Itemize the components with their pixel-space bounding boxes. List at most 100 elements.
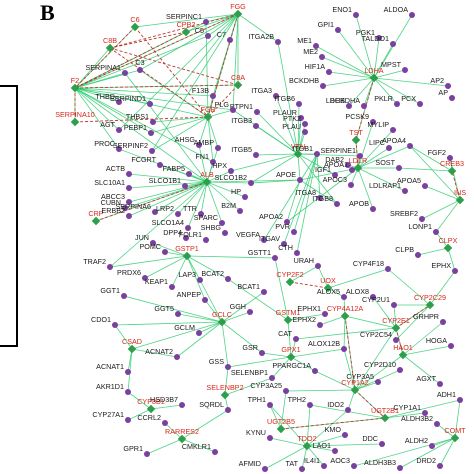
highlight-edge-c8b-c8a — [109, 47, 239, 86]
node-me2 — [319, 54, 325, 60]
edge-ldlr-tst — [355, 139, 359, 169]
node-label-itgb5: ITGB5 — [231, 145, 252, 154]
node-c8b — [105, 43, 115, 53]
edge-gclc-ggt1 — [123, 295, 223, 323]
node-label-pomc: POMC — [139, 242, 161, 251]
node-ldha — [369, 73, 379, 83]
node-lipc — [386, 145, 392, 151]
node-label-agt: AGT — [100, 120, 115, 129]
edge-rarres2-cmklr1 — [181, 438, 216, 453]
edge-f2-plg — [74, 87, 234, 111]
node-label-srebf2: SREBF2 — [390, 209, 418, 218]
edge-alb-serpina1 — [124, 72, 208, 183]
node-jun — [150, 240, 156, 246]
node-label-sqrdl: SQRDL — [199, 400, 224, 409]
edge-alb-erbb2 — [128, 181, 208, 217]
edge-gclc-ggh — [221, 311, 251, 323]
node-label-pklr: PKLR — [374, 94, 393, 103]
node-label-ldhb: LDHB — [326, 96, 345, 105]
node-label-tph1: TPH1 — [248, 395, 266, 404]
node-tph1 — [267, 402, 273, 408]
node-cat — [293, 336, 299, 342]
node-itga8 — [317, 195, 323, 201]
edge-fgg-cpb2 — [185, 13, 239, 33]
node-fgf21 — [447, 155, 453, 161]
highlight-edge-c8a-fgb — [207, 84, 239, 118]
node-label-selenbp2: SELENBP2 — [206, 383, 243, 392]
node-label-gsr: GSR — [242, 343, 258, 352]
edge-vtn-itga3 — [275, 95, 299, 155]
panel-label: B — [40, 0, 55, 25]
node-serpind1 — [147, 101, 153, 107]
node-label-mpst: MPST — [381, 60, 402, 69]
node-serpinf2 — [149, 148, 155, 154]
edge-vtn-itga2b — [277, 41, 299, 155]
node-label-cyp27a1: CYP27A1 — [92, 410, 124, 419]
node-ptk2 — [302, 121, 308, 127]
edge-ldlr-apob — [357, 167, 374, 210]
edge-vtn-ptk2 — [297, 123, 306, 155]
edge-alb-lrp2 — [177, 181, 208, 215]
highlight-edge-cyp1a2-ugt2b1 — [354, 389, 386, 419]
edge-clpx-lonp1 — [435, 231, 449, 249]
edge-cyp8b1-hsd3b7 — [150, 404, 183, 410]
edge-f2-agt — [74, 87, 120, 131]
node-label-ambp: AMBP — [194, 138, 215, 147]
edge-uox-urah — [317, 265, 329, 289]
node-label-slco1a4: SLCO1A4 — [152, 218, 184, 227]
edge-vtn-apoe — [297, 153, 301, 181]
edge-cyp2e1-cat — [295, 327, 397, 340]
node-ugt2b1 — [380, 413, 390, 423]
node-itgb3 — [253, 123, 259, 129]
node-srebf2 — [419, 216, 425, 222]
node-label-pebp1: PEBP1 — [124, 123, 147, 132]
edge-cyp2c29-cyp4f18 — [387, 268, 431, 306]
edge-gstp1-jun — [152, 242, 188, 257]
node-label-erbb2: ERBB2 — [101, 206, 125, 215]
node-alb — [202, 177, 212, 187]
highlight-edge-cyp4a12a-cyp1a2 — [344, 315, 356, 391]
edge-ldha-eno1 — [355, 14, 375, 79]
node-afmid — [262, 466, 268, 472]
node-apoa4 — [407, 143, 413, 149]
node-layer — [70, 9, 465, 472]
node-label-hsd3b7: HSD3B7 — [150, 395, 178, 404]
node-agt — [116, 127, 122, 133]
node-label-acnat2: ACNAT2 — [145, 347, 173, 356]
node-label-gclm: GCLM — [174, 323, 195, 332]
node-label-grhpr: GRHPR — [413, 312, 439, 321]
node-label-ahsg: AHSG — [175, 135, 196, 144]
edge-cyp4a12a-ephx2 — [319, 315, 346, 326]
edge-gstm1-bcat2 — [227, 278, 289, 321]
node-label-adh1: ADH1 — [437, 390, 456, 399]
node-cyp3a5 — [375, 379, 381, 385]
node-label-itga8: ITGA8 — [295, 188, 316, 197]
node-label-apob: APOB — [349, 199, 369, 208]
node-label-keap1: KEAP1 — [145, 277, 168, 286]
node-label-cat: CAT — [278, 329, 292, 338]
node-crp — [91, 216, 101, 226]
edge-clpx-ephx — [447, 247, 456, 272]
node-ugt2b5 — [276, 424, 286, 434]
node-tat — [299, 466, 305, 472]
edge-ldha-pklr — [373, 77, 398, 105]
edge-hao1-hoga — [402, 345, 452, 356]
node-label-fgf21: FGF2 — [428, 148, 446, 157]
node-label-cyp4a12a: CYP4A12A — [327, 304, 364, 313]
node-label-ldlrap1: LDLRAP1 — [369, 181, 401, 190]
edge-tdo2-kynu — [269, 437, 308, 447]
edge-selenbp2-selenbp1 — [224, 377, 273, 396]
node-agxt — [437, 381, 443, 387]
node-acnat2 — [174, 354, 180, 360]
edge-ldlr-pcsk9 — [357, 121, 374, 169]
node-label-kmo: KMO — [325, 425, 342, 434]
node-label-eno1: ENO1 — [332, 5, 352, 14]
node-csad — [127, 344, 137, 354]
node-label-alox12b: ALOX12B — [308, 339, 340, 348]
edge-f2-c5 — [74, 35, 209, 89]
left-panel-bracket — [0, 85, 18, 347]
node-ccrl2 — [162, 420, 168, 426]
node-ins — [455, 195, 465, 205]
edge-fgg-c3 — [139, 13, 239, 71]
node-thbd — [116, 99, 122, 105]
